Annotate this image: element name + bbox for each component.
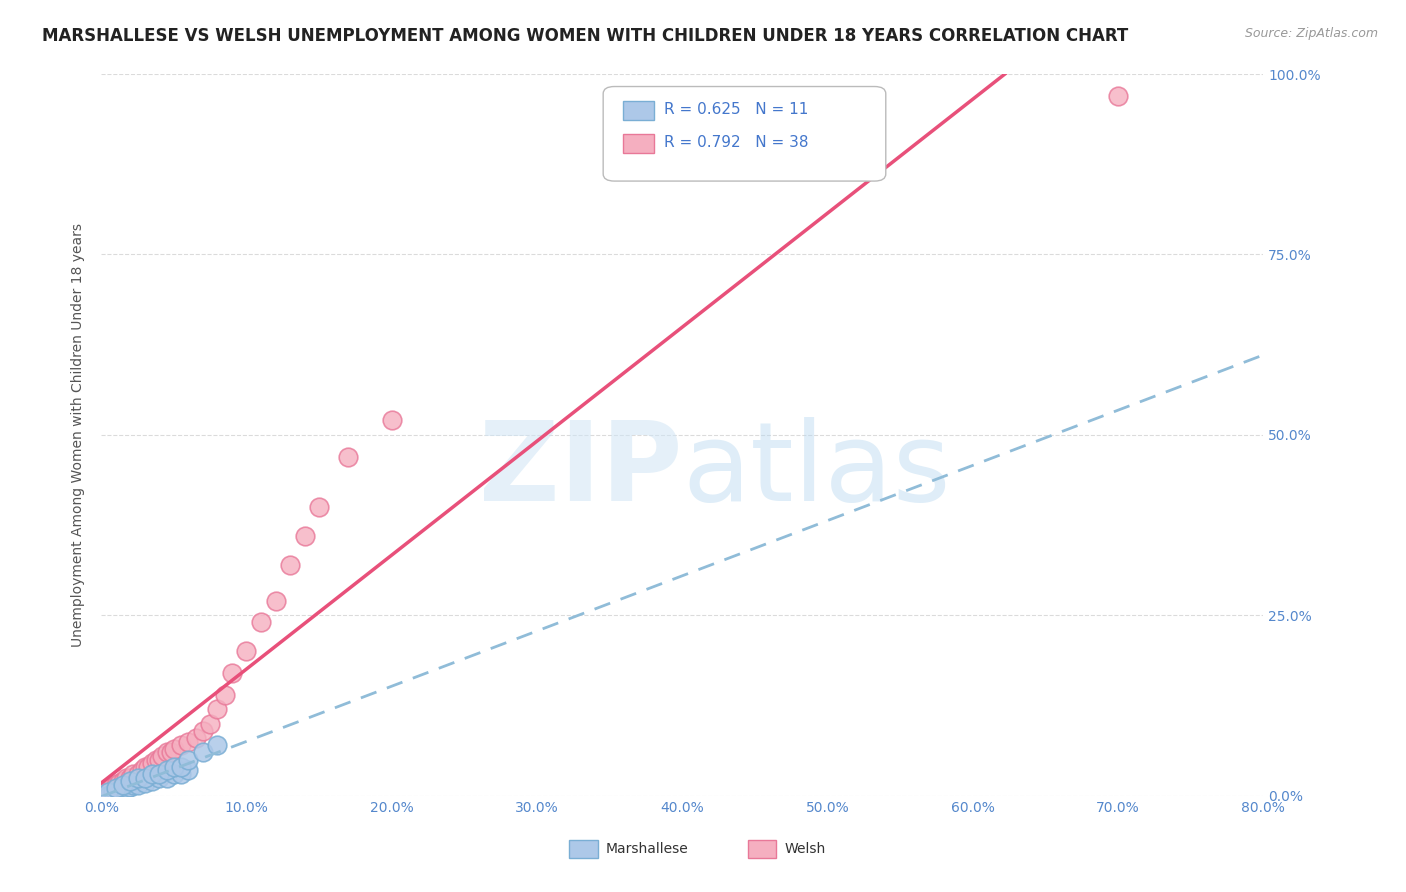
- Point: [278, 558, 301, 572]
- Point: [163, 760, 186, 774]
- Point: [170, 738, 193, 752]
- Point: [97, 789, 120, 803]
- Point: [127, 771, 149, 785]
- Point: [163, 741, 186, 756]
- Point: [131, 764, 153, 778]
- Point: [184, 731, 207, 745]
- Point: [104, 785, 127, 799]
- Point: [148, 753, 170, 767]
- Point: [127, 778, 149, 792]
- Point: [134, 760, 156, 774]
- Point: [160, 745, 183, 759]
- Text: ZIP: ZIP: [479, 417, 682, 524]
- Text: Marshallese: Marshallese: [606, 842, 689, 856]
- Point: [294, 529, 316, 543]
- Point: [141, 767, 163, 781]
- Point: [127, 767, 149, 781]
- Point: [101, 785, 124, 799]
- Point: [100, 781, 122, 796]
- Point: [134, 771, 156, 785]
- Point: [264, 594, 287, 608]
- Point: [337, 450, 360, 464]
- Point: [214, 688, 236, 702]
- Point: [104, 778, 127, 792]
- Point: [177, 764, 200, 778]
- Point: [207, 702, 229, 716]
- Point: [250, 615, 273, 630]
- Point: [117, 781, 139, 796]
- Point: [170, 767, 193, 781]
- Point: [111, 781, 134, 796]
- Point: [141, 756, 163, 771]
- Point: [381, 413, 404, 427]
- Point: [97, 781, 120, 796]
- Text: Welsh: Welsh: [785, 842, 825, 856]
- Point: [90, 789, 112, 803]
- Point: [155, 771, 177, 785]
- Point: [177, 734, 200, 748]
- Y-axis label: Unemployment Among Women with Children Under 18 years: Unemployment Among Women with Children U…: [72, 223, 86, 647]
- Point: [141, 774, 163, 789]
- Point: [122, 767, 145, 781]
- Point: [155, 764, 177, 778]
- Point: [235, 644, 257, 658]
- Point: [150, 749, 173, 764]
- Point: [198, 716, 221, 731]
- Point: [148, 767, 170, 781]
- Point: [107, 775, 129, 789]
- Point: [120, 780, 142, 794]
- Point: [122, 778, 145, 792]
- Point: [107, 783, 129, 797]
- Point: [120, 774, 142, 789]
- Point: [170, 760, 193, 774]
- Point: [97, 785, 120, 799]
- Point: [104, 781, 127, 796]
- Point: [145, 753, 167, 767]
- Point: [111, 774, 134, 789]
- Point: [115, 771, 138, 785]
- Point: [163, 767, 186, 781]
- Point: [207, 738, 229, 752]
- Point: [93, 785, 115, 799]
- Text: R = 0.792   N = 38: R = 0.792 N = 38: [664, 136, 808, 150]
- Point: [120, 771, 142, 785]
- Text: atlas: atlas: [682, 417, 950, 524]
- Point: [191, 745, 214, 759]
- Point: [191, 723, 214, 738]
- Point: [148, 771, 170, 785]
- Point: [136, 760, 159, 774]
- Point: [221, 665, 243, 680]
- Point: [155, 745, 177, 759]
- Point: [1107, 88, 1129, 103]
- Point: [134, 775, 156, 789]
- Point: [177, 753, 200, 767]
- Text: R = 0.625   N = 11: R = 0.625 N = 11: [664, 103, 808, 117]
- Text: MARSHALLESE VS WELSH UNEMPLOYMENT AMONG WOMEN WITH CHILDREN UNDER 18 YEARS CORRE: MARSHALLESE VS WELSH UNEMPLOYMENT AMONG …: [42, 27, 1129, 45]
- Point: [111, 778, 134, 792]
- Point: [90, 789, 112, 803]
- Point: [308, 500, 330, 514]
- Text: Source: ZipAtlas.com: Source: ZipAtlas.com: [1244, 27, 1378, 40]
